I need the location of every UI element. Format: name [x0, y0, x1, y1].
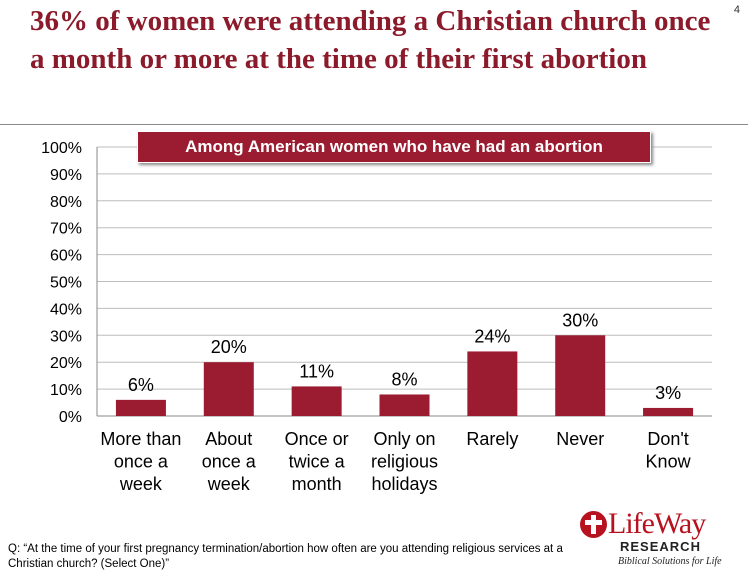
x-tick-label: week [119, 474, 163, 494]
y-tick-label: 60% [50, 248, 82, 265]
x-tick-label: Once or [285, 429, 349, 449]
x-tick-label: Only on [373, 429, 435, 449]
x-tick-label: Rarely [466, 429, 518, 449]
logo-name: LifeWay [608, 507, 706, 540]
data-label: 8% [391, 369, 417, 389]
bar [115, 399, 166, 416]
bar [467, 351, 518, 416]
y-tick-label: 40% [50, 301, 82, 318]
page-number: 4 [733, 4, 740, 16]
x-tick-label: once a [202, 452, 257, 472]
x-tick-label: twice a [289, 452, 346, 472]
x-tick-label: month [292, 474, 342, 494]
page-title: 36% of women were attending a Christian … [30, 5, 711, 75]
x-tick-label: Don't [647, 429, 688, 449]
bar [555, 335, 606, 416]
y-tick-label: 20% [50, 355, 82, 372]
bar [379, 394, 430, 416]
y-tick-label: 0% [59, 409, 82, 426]
x-tick-label: once a [114, 452, 169, 472]
survey-question: Q: “At the time of your first pregnancy … [8, 543, 563, 570]
chart-title: Among American women who have had an abo… [137, 131, 651, 163]
x-tick-label: About [205, 429, 252, 449]
y-tick-label: 70% [50, 221, 82, 238]
x-tick-label: Know [646, 452, 692, 472]
x-tick-label: religious [371, 452, 438, 472]
x-tick-label: Never [556, 429, 604, 449]
bar [291, 386, 342, 416]
y-tick-label: 90% [50, 167, 82, 184]
x-tick-label: holidays [371, 474, 437, 494]
lifeway-logo: LifeWay RESEARCH Biblical Solutions for … [578, 507, 738, 569]
data-label: 30% [562, 310, 598, 330]
logo-tagline: Biblical Solutions for Life [618, 556, 722, 567]
y-tick-label: 30% [50, 328, 82, 345]
y-tick-label: 10% [50, 382, 82, 399]
cross-circle-icon [580, 511, 607, 538]
title-divider [0, 124, 748, 125]
data-label: 3% [655, 383, 681, 403]
bar [643, 407, 694, 416]
bar-chart: 0% 10% 20% 30% 40% 50% 60% 70% 80% 90% 100% 6% More … [41, 140, 712, 494]
data-label: 11% [299, 361, 334, 381]
y-tick-label: 80% [50, 194, 82, 211]
data-label: 24% [474, 326, 510, 346]
x-tick-label: More than [100, 429, 181, 449]
y-tick-label: 100% [41, 140, 82, 157]
bar [203, 362, 254, 416]
x-tick-label: week [207, 474, 251, 494]
data-label: 6% [128, 375, 154, 395]
logo-subtitle: RESEARCH [620, 539, 701, 554]
data-label: 20% [211, 337, 247, 357]
y-tick-label: 50% [50, 275, 82, 292]
